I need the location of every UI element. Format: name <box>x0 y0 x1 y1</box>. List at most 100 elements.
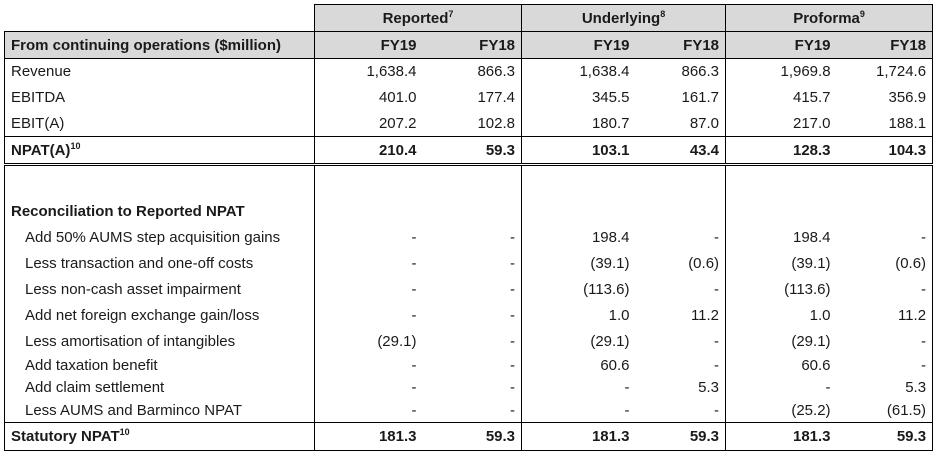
table-row-recon: Add 50% AUMS step acquisition gains - - … <box>4 224 934 251</box>
spacer-cell <box>522 165 636 199</box>
table-row-recon: Add taxation benefit - - 60.6 - 60.6 - <box>4 354 934 377</box>
cell: 181.3 <box>725 422 837 451</box>
cell: 207.2 <box>314 110 423 137</box>
cell: (61.5) <box>836 398 934 423</box>
row-label-statutory: Statutory NPAT10 <box>4 422 315 451</box>
year-underlying-fy19: FY19 <box>521 31 636 59</box>
year-proforma-fy18: FY18 <box>836 31 934 59</box>
year-reported-fy18: FY18 <box>422 31 523 59</box>
row-label-npat: NPAT(A)10 <box>4 136 315 166</box>
cell: 128.3 <box>725 136 837 166</box>
row-label: Less transaction and one-off costs <box>4 250 315 277</box>
cell: 415.7 <box>792 89 831 106</box>
cell: 87.0 <box>635 110 727 137</box>
cell: - <box>314 276 423 303</box>
spacer-cell <box>635 198 727 225</box>
table-row-recon: Add net foreign exchange gain/loss - - 1… <box>4 302 934 329</box>
cell: (29.1) <box>590 333 630 350</box>
cell: 5.3 <box>836 376 934 399</box>
row-label: Add net foreign exchange gain/loss <box>4 302 315 329</box>
spacer-cell <box>635 164 727 199</box>
cell: - <box>635 398 727 423</box>
cell: 60.6 <box>801 357 831 374</box>
year-reported-fy19: FY19 <box>314 31 423 59</box>
statutory-label: Statutory NPAT <box>11 428 120 445</box>
spacer-cell <box>836 198 934 225</box>
npat-label: NPAT(A) <box>11 141 71 159</box>
cell: 401.0 <box>314 84 423 111</box>
row-label: EBIT(A) <box>4 110 315 137</box>
spacer-row <box>4 164 934 199</box>
cell: 198.4 <box>792 229 831 246</box>
cell: 1.0 <box>809 307 831 324</box>
cell: 198.4 <box>591 229 630 246</box>
cell: - <box>314 224 423 251</box>
cell: - <box>422 250 523 277</box>
spacer-cell <box>836 164 934 199</box>
cell: - <box>825 379 831 396</box>
spacer-cell <box>314 164 423 199</box>
cell: 59.3 <box>836 422 934 451</box>
financial-summary-table: Reported7 Underlying8 Proforma9 From con… <box>4 4 934 451</box>
table-row-ebita: EBIT(A) 207.2 102.8 180.7 87.0 217.0 188… <box>4 110 934 137</box>
footnote-10: 10 <box>119 427 130 437</box>
cell: - <box>422 376 523 399</box>
spacer-cell <box>314 198 423 225</box>
spacer-cell <box>726 165 837 199</box>
cell: 11.2 <box>836 302 934 329</box>
cell: - <box>314 376 423 399</box>
table-row-recon: Less amortisation of intangibles (29.1) … <box>4 328 934 355</box>
cell: (25.2) <box>791 401 831 419</box>
cell: 5.3 <box>635 376 727 399</box>
spacer-cell <box>522 199 636 225</box>
spacer-cell <box>4 164 315 199</box>
row-label: Less amortisation of intangibles <box>4 328 315 355</box>
table-row-recon: Less non-cash asset impairment - - (113.… <box>4 276 934 303</box>
cell: 181.3 <box>314 422 423 451</box>
cell: 60.6 <box>600 357 630 374</box>
cell: - <box>635 276 727 303</box>
cell: (29.1) <box>791 333 831 350</box>
cell: 161.7 <box>635 84 727 111</box>
cell: - <box>422 224 523 251</box>
cell: (113.6) <box>583 281 630 298</box>
table-row-recon: Less transaction and one-off costs - - (… <box>4 250 934 277</box>
cell: 59.3 <box>635 422 727 451</box>
cell: 210.4 <box>314 136 423 166</box>
cell: - <box>635 354 727 377</box>
cell: - <box>422 276 523 303</box>
empty-corner <box>4 4 315 32</box>
row-label: Add taxation benefit <box>4 354 315 377</box>
group-underlying-label: Underlying <box>581 9 661 27</box>
reconciliation-title: Reconciliation to Reported NPAT <box>4 198 315 225</box>
cell: 177.4 <box>422 84 523 111</box>
group-proforma: Proforma9 <box>725 4 934 32</box>
table-row-recon: Add claim settlement - - - 5.3 - 5.3 <box>4 376 934 399</box>
spacer-cell <box>422 164 523 199</box>
year-header-row: From continuing operations ($million) FY… <box>4 31 934 59</box>
cell: 104.3 <box>836 136 934 166</box>
cell: - <box>314 302 423 329</box>
footnote-9: 9 <box>859 8 865 19</box>
cell: 180.7 <box>591 114 630 132</box>
cell: (29.1) <box>314 328 423 355</box>
cell: 866.3 <box>635 58 727 85</box>
footnote-8: 8 <box>660 8 666 19</box>
cell: 103.1 <box>521 136 636 166</box>
table-row-recon: Less AUMS and Barminco NPAT - - - - (25.… <box>4 398 934 423</box>
row-label: Revenue <box>4 58 315 85</box>
row-label: Add 50% AUMS step acquisition gains <box>4 224 315 251</box>
row-label-header: From continuing operations ($million) <box>4 31 315 59</box>
cell: - <box>836 354 934 377</box>
cell: (0.6) <box>635 250 727 277</box>
table-row-statutory-npat: Statutory NPAT10 181.3 59.3 181.3 59.3 1… <box>4 422 934 451</box>
cell: 1,969.8 <box>780 63 831 81</box>
cell: - <box>836 224 934 251</box>
year-proforma-fy19: FY19 <box>725 31 837 59</box>
cell: - <box>314 398 423 423</box>
cell: - <box>836 276 934 303</box>
cell: - <box>635 224 727 251</box>
group-reported-label: Reported <box>382 9 449 27</box>
financial-table-container: Reported7 Underlying8 Proforma9 From con… <box>4 4 934 466</box>
cell: 217.0 <box>792 114 831 132</box>
